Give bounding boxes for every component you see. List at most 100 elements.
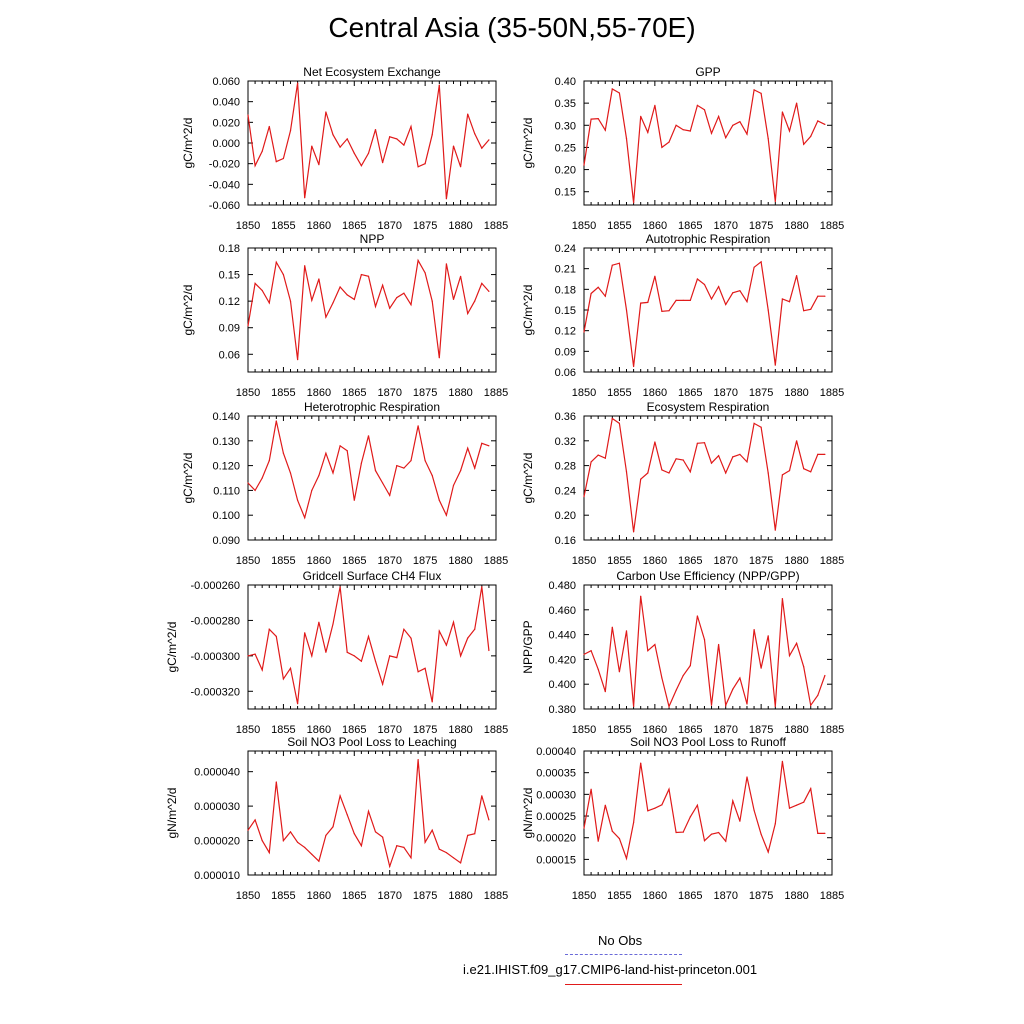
y-tick-label: 0.040 [212,97,240,109]
data-point [452,857,455,859]
data-point [597,668,599,670]
data-point [696,278,699,280]
y-axis-label: gC/m^2/d [521,118,535,169]
x-tick-label: 1885 [484,387,508,399]
data-point [417,259,419,261]
y-tick-label: -0.060 [209,200,240,212]
data-point [718,455,720,457]
x-tick-label: 1875 [749,555,773,567]
data-point [618,838,621,840]
data-point [403,846,405,849]
data-point [325,452,327,454]
series-line [583,596,826,709]
data-point [696,104,699,106]
x-tick-label: 1850 [236,387,260,399]
data-point [389,865,391,868]
x-tick-label: 1875 [413,724,437,736]
data-point [640,115,642,117]
data-point [746,301,748,303]
data-point [625,471,628,473]
data-point [718,831,720,834]
data-point [767,472,769,474]
x-tick-label: 1865 [342,555,366,567]
chart-title: Net Ecosystem Exchange [303,65,441,79]
data-point [753,809,755,812]
chart-title: Gridcell Surface CH4 Flux [303,569,442,583]
data-point [247,829,249,831]
x-tick-label: 1880 [448,555,472,567]
data-point [824,832,826,835]
data-point [767,138,769,140]
data-point [781,760,784,763]
data-point [703,283,706,286]
chart-panel-6: Ecosystem Respiration 1850 1855 1860 1865 187… [521,400,844,567]
x-tick-label: 1885 [820,890,844,902]
data-point [682,459,684,461]
data-point [654,643,656,646]
y-tick-label: 0.18 [219,243,240,255]
data-point [346,138,348,140]
x-tick-label: 1885 [820,555,844,567]
x-tick-label: 1875 [749,890,773,902]
chart-title: Carbon Use Efficiency (NPP/GPP) [616,569,799,583]
data-point [732,292,734,294]
data-point [590,788,592,790]
data-point [311,489,313,491]
data-point [360,462,362,464]
data-point [668,788,670,790]
data-point [618,671,621,673]
data-point [590,650,592,652]
data-point [438,848,440,850]
data-point [332,302,334,304]
data-point [410,637,412,639]
data-point [767,851,769,853]
x-tick-label: 1880 [784,555,808,567]
y-tick-label: 0.420 [548,654,576,666]
data-point [481,586,483,588]
data-point [796,440,798,442]
data-point [710,704,713,706]
data-point [452,298,455,300]
data-point [417,425,419,427]
series-line [583,260,825,367]
x-tick-label: 1860 [643,387,667,399]
data-point [467,113,469,115]
data-point [788,130,791,132]
data-point [460,275,462,277]
data-point [460,166,462,168]
y-axis-label: gC/m^2/d [165,622,179,673]
y-tick-label: 0.000030 [194,801,240,813]
y-tick-label: 0.24 [555,243,576,255]
series-line [583,88,826,203]
data-point [625,630,628,632]
chart-title: Soil NO3 Pool Loss to Leaching [287,735,456,749]
data-point [332,472,334,474]
data-point [703,442,706,444]
data-point [803,666,805,668]
x-tick-label: 1865 [678,220,702,232]
chart-title: GPP [695,65,720,79]
y-tick-label: 0.460 [548,605,576,617]
data-point [332,134,334,136]
data-point [625,309,628,311]
data-point [360,165,362,167]
x-tick-label: 1870 [377,724,401,736]
data-point [696,442,699,444]
data-point [760,667,762,669]
data-point [382,284,384,286]
data-point [682,831,684,833]
data-point [297,82,299,84]
data-point [675,831,677,834]
data-point [382,683,384,685]
x-tick-label: 1885 [820,724,844,736]
data-point [703,109,706,111]
x-tick-label: 1860 [307,387,331,399]
y-axis-label: NPP/GPP [521,620,535,673]
data-point [604,129,606,131]
data-point [824,123,826,125]
data-point [431,701,433,703]
data-point [781,298,784,300]
data-point [803,310,805,312]
x-tick-label: 1865 [678,555,702,567]
